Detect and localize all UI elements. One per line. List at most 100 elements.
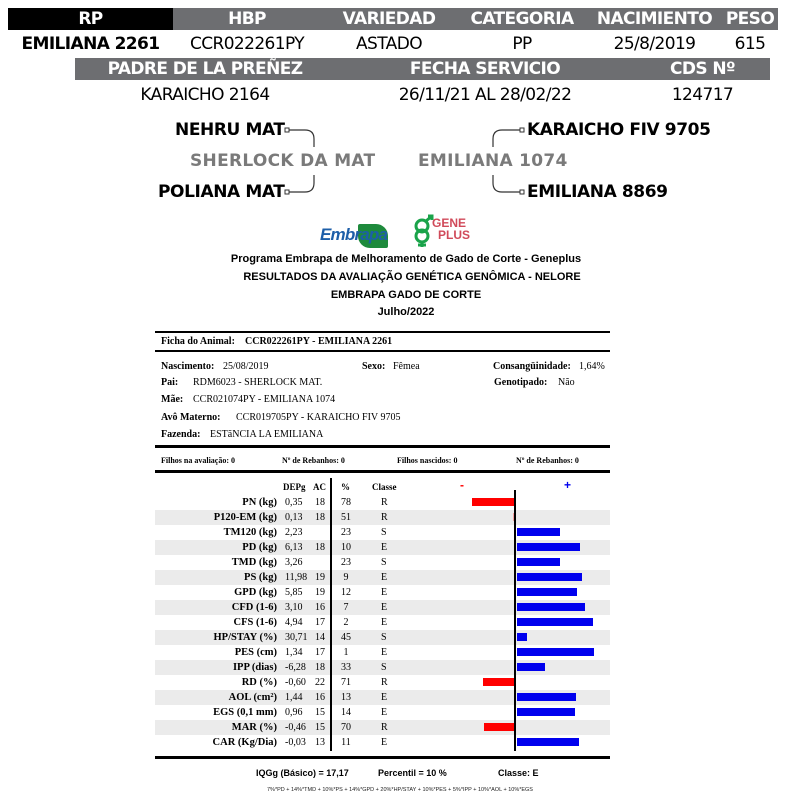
rp-value: EMILIANA 2261: [21, 34, 161, 54]
ac-value: 17: [315, 617, 325, 628]
table-row: TMD (kg) 3,26 23 S: [155, 555, 610, 570]
hbp-label: HBP: [228, 9, 266, 29]
classe-value: E: [381, 602, 388, 613]
classe-value: S: [381, 632, 387, 643]
padre-value: KARAICHO 2164: [140, 85, 270, 105]
table-row: MAR (%) -0,46 15 70 R: [155, 720, 610, 735]
table-row: PD (kg) 6,13 18 10 E: [155, 540, 610, 555]
table-row: TM120 (kg) 2,23 23 S: [155, 525, 610, 540]
nascimento-label: Nascimento:: [161, 361, 215, 372]
consang-label: Consangüinidade:: [493, 361, 571, 372]
pct-value: 78: [341, 497, 351, 508]
geneplus-text-1: GENE: [432, 216, 467, 230]
genotipado-value: Não: [558, 377, 575, 388]
trait-label: EGS (0,1 mm): [213, 707, 277, 718]
rp-label: RP: [78, 9, 103, 29]
trait-label: P120-EM (kg): [213, 512, 277, 523]
variedad-label: VARIEDAD: [342, 9, 436, 29]
nacimiento-value: 25/8/2019: [613, 34, 696, 54]
fecha-servicio-label: FECHA SERVICIO: [409, 59, 561, 79]
trait-label: PN (kg): [242, 497, 277, 508]
fazenda-label: Fazenda:: [161, 429, 201, 440]
depg-value: -0,03: [285, 737, 306, 748]
trait-label: PS (kg): [244, 572, 277, 583]
depg-value: 30,71: [285, 632, 308, 643]
classe-value: E: [381, 647, 388, 658]
peso-value: 615: [734, 34, 766, 54]
mae-value: CCR021074PY - EMILIANA 1074: [193, 394, 336, 405]
classe-value: E: [381, 617, 388, 628]
dep-bar: [471, 498, 514, 506]
pct-value: 13: [341, 692, 351, 703]
pai-label: Pai:: [161, 377, 179, 388]
trait-label: TM120 (kg): [223, 527, 277, 538]
depg-value: 0,35: [285, 497, 303, 508]
dep-bar: [517, 618, 593, 626]
pct-value: 70: [341, 722, 351, 733]
ac-value: 18: [315, 497, 325, 508]
results-title: RESULTADOS DA AVALIAÇÃO GENÉTICA GENÔMIC…: [243, 271, 581, 283]
dep-bar: [517, 648, 595, 656]
trait-label: MAR (%): [231, 722, 277, 733]
dam-dam: EMILIANA 8869: [527, 182, 668, 202]
table-row: PN (kg) 0,35 18 78 R: [155, 495, 610, 510]
dep-bar: [517, 603, 585, 611]
classe-value: E: [381, 737, 388, 748]
nacimiento-label: NACIMIENTO: [596, 9, 713, 29]
pct-value: 71: [341, 677, 351, 688]
ac-value: 18: [315, 542, 325, 553]
cds-value: 124717: [671, 85, 734, 105]
categoria-label: CATEGORIA: [470, 9, 574, 29]
dep-bar: [484, 723, 514, 731]
classe-value: E: [381, 587, 388, 598]
center-title: EMBRAPA GADO DE CORTE: [330, 289, 482, 301]
classe-value: E: [381, 707, 388, 718]
pct-value: 7: [343, 602, 349, 613]
sire: SHERLOCK DA MAT: [190, 151, 376, 171]
negative-header: -: [460, 478, 464, 492]
pct-value: 9: [343, 572, 349, 583]
depg-value: 0,96: [285, 707, 303, 718]
ac-value: 18: [315, 662, 325, 673]
table-row: AOL (cm²) 1,44 16 13 E: [155, 690, 610, 705]
mae-label: Mãe:: [161, 394, 184, 405]
ac-value: 16: [315, 692, 325, 703]
padre-label: PADRE DE LA PREÑEZ: [107, 59, 303, 79]
dam: EMILIANA 1074: [418, 151, 568, 171]
pct-value: 33: [341, 662, 351, 673]
table-row: PES (cm) 1,34 17 1 E: [155, 645, 610, 660]
depg-value: 5,85: [285, 587, 303, 598]
ficha-label: Ficha do Animal:: [161, 336, 235, 347]
trait-label: HP/STAY (%): [213, 632, 278, 643]
classe-value: R: [381, 512, 388, 523]
trait-label: TMD (kg): [231, 557, 277, 568]
percentil-value: Percentil = 10 %: [378, 768, 447, 778]
table-row: P120-EM (kg) 0,13 18 51 R: [155, 510, 610, 525]
ac-value: 19: [315, 572, 325, 583]
ac-value: 15: [315, 722, 325, 733]
pct-value: 11: [341, 737, 351, 748]
trait-label: AOL (cm²): [228, 692, 277, 703]
ac-value: 17: [315, 647, 325, 658]
depg-value: -6,28: [285, 662, 306, 673]
classe-value: S: [381, 527, 387, 538]
depg-value: 4,94: [285, 617, 303, 628]
dep-bar: [513, 513, 514, 521]
ac-value: 15: [315, 707, 325, 718]
table-row: CFS (1-6) 4,94 17 2 E: [155, 615, 610, 630]
cds-label: CDS Nº: [670, 59, 736, 79]
ac-value: 19: [315, 587, 325, 598]
filhos-avaliacao: Filhos na avaliação: 0: [161, 456, 236, 465]
classe-value: E: [381, 692, 388, 703]
divider: [155, 756, 610, 759]
table-row: IPP (dias) -6,28 18 33 S: [155, 660, 610, 675]
depg-value: 2,23: [285, 527, 303, 538]
depg-value: 0,13: [285, 512, 303, 523]
depg-value: 6,13: [285, 542, 303, 553]
dep-bar: [517, 528, 561, 536]
divider: [155, 470, 610, 473]
avo-label: Avô Materno:: [161, 412, 221, 423]
column-divider: [330, 478, 332, 751]
dep-bar: [482, 678, 514, 686]
trait-label: CFD (1-6): [231, 602, 277, 613]
